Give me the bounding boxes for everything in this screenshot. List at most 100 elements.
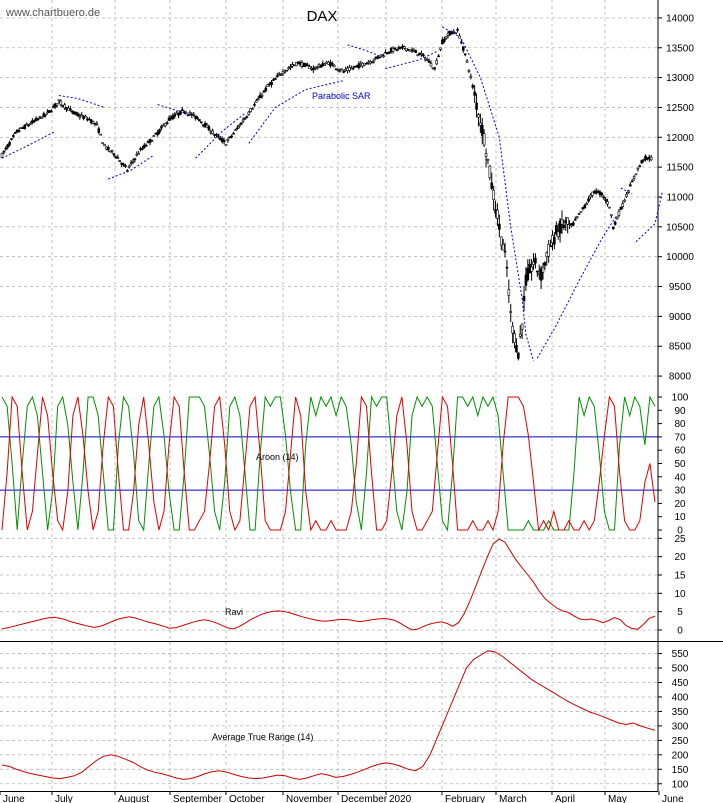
candle-body bbox=[338, 70, 342, 72]
atr-line bbox=[1, 650, 656, 780]
candle-body bbox=[630, 180, 634, 183]
candle-body bbox=[501, 244, 505, 251]
candle-body bbox=[602, 196, 606, 199]
candle-body bbox=[625, 193, 628, 198]
candle-body bbox=[118, 160, 121, 162]
y-tick-label: 5 bbox=[677, 607, 683, 618]
candle-body bbox=[222, 140, 226, 143]
candle-body bbox=[274, 78, 277, 80]
y-tick-label: 50 bbox=[674, 459, 686, 470]
parabolic-sar-line bbox=[635, 190, 664, 243]
candle-body bbox=[608, 206, 611, 209]
candle-body bbox=[167, 117, 171, 121]
candle-body bbox=[198, 119, 201, 122]
candle-body bbox=[549, 245, 552, 248]
candle-body bbox=[475, 102, 478, 110]
candle-body bbox=[386, 52, 389, 55]
candle-body bbox=[158, 129, 161, 133]
y-tick-label: 12000 bbox=[666, 133, 694, 144]
candle-body bbox=[410, 49, 414, 51]
candle-body bbox=[95, 123, 99, 125]
candle-body bbox=[91, 121, 95, 124]
candle-body bbox=[80, 114, 84, 117]
candle-body bbox=[437, 55, 440, 58]
candle-body bbox=[480, 125, 484, 136]
x-tick-label: July bbox=[55, 794, 73, 803]
candle-body bbox=[129, 162, 133, 164]
parabolic-sar-label: Parabolic SAR bbox=[312, 91, 371, 101]
candle-body bbox=[520, 323, 524, 330]
candle-body bbox=[84, 115, 87, 118]
y-tick-label: 100 bbox=[672, 779, 689, 790]
candle-body bbox=[103, 144, 106, 147]
y-tick-label: 14000 bbox=[666, 13, 694, 24]
candle-body bbox=[97, 128, 101, 133]
candle-body bbox=[439, 47, 442, 50]
candle-body bbox=[74, 112, 78, 115]
x-tick-label: August bbox=[118, 794, 149, 803]
candle-body bbox=[606, 201, 609, 205]
candle-body bbox=[59, 100, 63, 105]
candle-body bbox=[108, 150, 112, 153]
candle-body bbox=[184, 111, 188, 114]
candle-body bbox=[456, 28, 459, 31]
candle-body bbox=[414, 50, 418, 54]
y-tick-label: 550 bbox=[672, 649, 689, 660]
candle-body bbox=[6, 144, 9, 148]
candle-body bbox=[403, 46, 406, 49]
candle-body bbox=[270, 81, 273, 86]
candle-body bbox=[530, 266, 533, 272]
candle-body bbox=[230, 135, 233, 138]
candle-body bbox=[629, 184, 632, 187]
y-tick-label: 500 bbox=[672, 664, 689, 675]
candle-body bbox=[591, 191, 594, 196]
candle-body bbox=[78, 116, 82, 118]
y-tick-label: 0 bbox=[677, 526, 683, 537]
candle-body bbox=[505, 266, 509, 269]
candle-body bbox=[395, 49, 399, 51]
x-tick-label: February bbox=[445, 794, 485, 803]
y-tick-label: 30 bbox=[674, 486, 686, 497]
parabolic-sar-line bbox=[385, 50, 439, 70]
candle-body bbox=[101, 142, 104, 144]
candle-body bbox=[623, 199, 626, 202]
candle-body bbox=[237, 125, 241, 127]
candle-body bbox=[492, 189, 495, 200]
candle-body bbox=[287, 67, 290, 70]
candle-body bbox=[188, 112, 192, 115]
y-tick-label: 250 bbox=[672, 736, 689, 747]
candle-body bbox=[127, 165, 131, 168]
candle-body bbox=[266, 84, 270, 87]
candle-body bbox=[640, 160, 644, 164]
series-layer bbox=[0, 26, 664, 780]
candle-body bbox=[433, 67, 437, 70]
candle-body bbox=[604, 199, 607, 202]
candle-body bbox=[454, 32, 457, 35]
candle-body bbox=[517, 352, 520, 359]
candle-body bbox=[585, 203, 588, 205]
parabolic-sar-line bbox=[442, 26, 458, 37]
candle-body bbox=[255, 100, 258, 103]
candle-body bbox=[560, 219, 564, 225]
candle-body bbox=[285, 69, 289, 72]
candle-body bbox=[0, 153, 4, 158]
candle-body bbox=[112, 153, 116, 156]
candle-body bbox=[617, 211, 621, 216]
candle-body bbox=[234, 129, 237, 131]
candle-body bbox=[319, 64, 323, 68]
candle-body bbox=[467, 70, 471, 72]
candle-body bbox=[539, 268, 543, 281]
y-tick-label: 9500 bbox=[669, 282, 692, 293]
candle-body bbox=[264, 87, 268, 91]
parabolic-sar-line bbox=[460, 38, 534, 362]
candle-body bbox=[181, 109, 184, 112]
aroon-down-line bbox=[1, 395, 656, 532]
candle-body bbox=[44, 113, 47, 116]
watermark: www.chartbuero.de bbox=[5, 7, 100, 19]
candle-body bbox=[547, 244, 550, 257]
candle-body bbox=[336, 69, 340, 71]
candle-body bbox=[306, 64, 309, 67]
parabolic-sar-line bbox=[58, 95, 105, 108]
candle-body bbox=[239, 122, 243, 125]
candle-body bbox=[217, 135, 220, 138]
